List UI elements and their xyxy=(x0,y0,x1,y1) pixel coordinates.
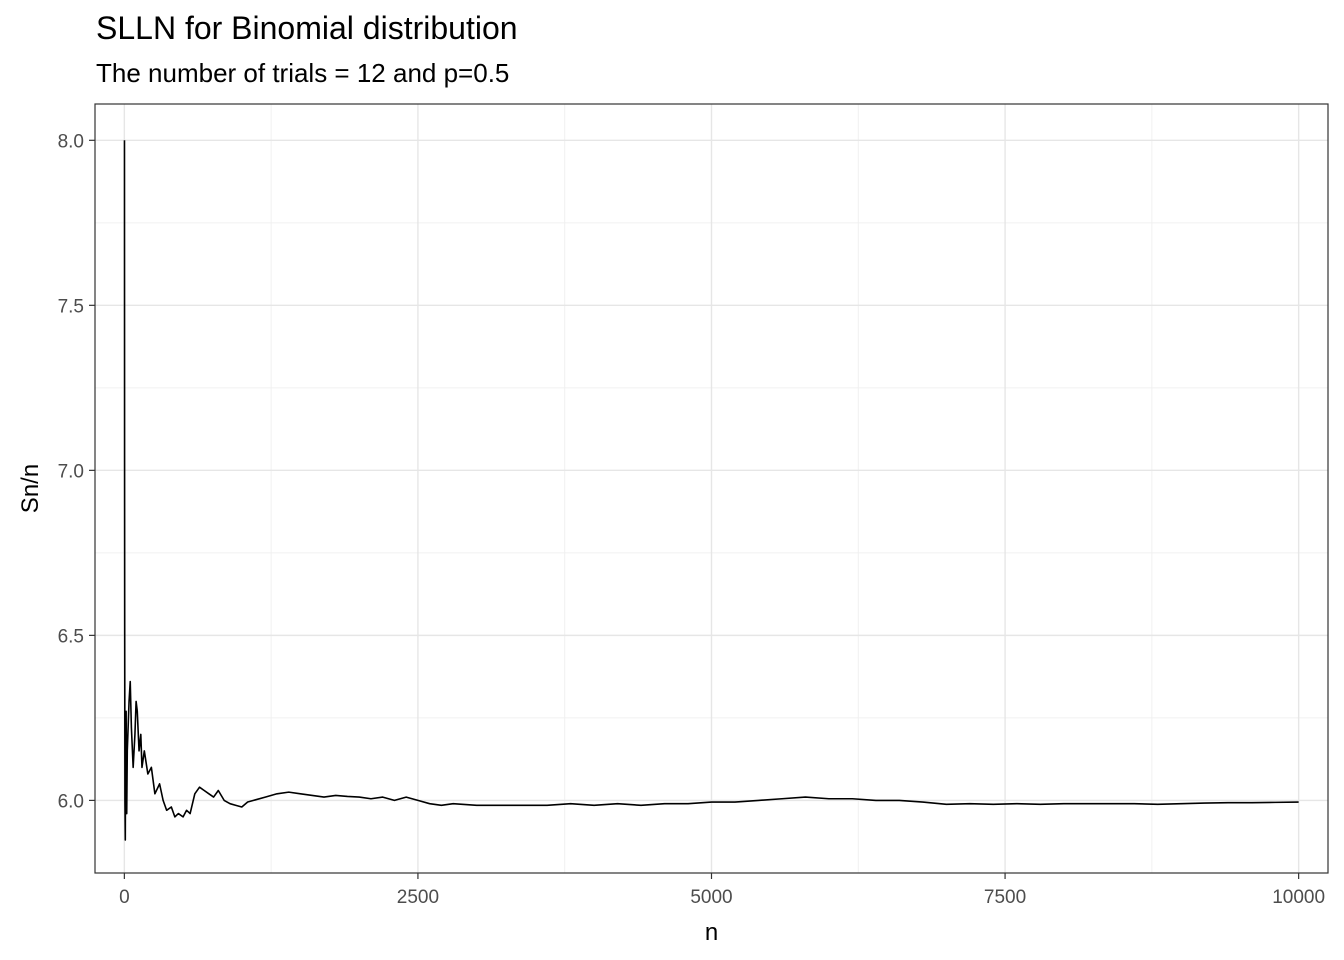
y-tick-label: 7.0 xyxy=(58,461,84,482)
x-tick-label: 0 xyxy=(119,887,130,908)
y-axis: 6.0 6.5 7.0 7.5 8.0 xyxy=(58,131,95,812)
y-tick-label: 7.5 xyxy=(58,296,84,317)
y-axis-title: Sn/n xyxy=(17,464,44,513)
y-tick-label: 6.5 xyxy=(58,626,84,647)
x-axis: 0 2500 5000 7500 10000 xyxy=(119,873,1325,908)
y-tick-label: 8.0 xyxy=(58,131,84,152)
x-tick-label: 2500 xyxy=(397,887,439,908)
major-gridlines xyxy=(95,104,1328,873)
x-tick-label: 5000 xyxy=(690,887,732,908)
x-tick-label: 7500 xyxy=(984,887,1026,908)
y-tick-label: 6.0 xyxy=(58,791,84,812)
chart-subtitle: The number of trials = 12 and p=0.5 xyxy=(96,58,510,88)
x-axis-title: n xyxy=(705,919,718,946)
chart-title: SLLN for Binomial distribution xyxy=(96,10,518,46)
series-line xyxy=(123,140,1299,841)
x-tick-label: 10000 xyxy=(1272,887,1325,908)
series-group xyxy=(123,140,1299,841)
